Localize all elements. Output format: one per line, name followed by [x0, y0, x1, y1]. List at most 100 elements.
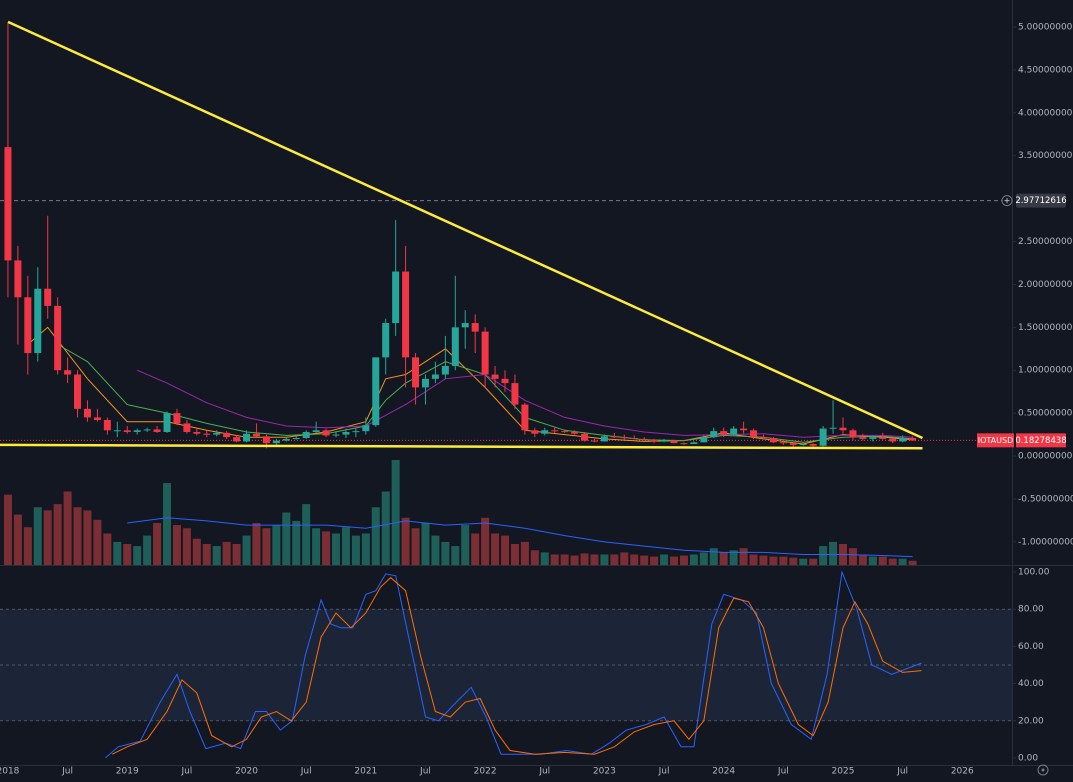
candle-body — [511, 383, 519, 405]
candle-body — [501, 378, 509, 384]
price-label: 2.97712616 — [1015, 196, 1066, 206]
volume-bar — [212, 546, 221, 565]
volume-bar — [739, 548, 748, 565]
candle-body — [103, 419, 111, 431]
candle-body — [809, 444, 817, 446]
y-tick-label: 3.50000000 — [1018, 151, 1073, 161]
price-label: 0.18278438 — [1015, 436, 1066, 446]
candle-body — [93, 417, 101, 420]
settings-icon[interactable] — [1037, 764, 1049, 776]
candle-body — [700, 437, 708, 443]
candle-body — [54, 305, 62, 371]
volume-bar — [282, 512, 291, 565]
volume-bar — [600, 554, 609, 565]
volume-bar — [749, 554, 758, 565]
volume-bar — [679, 555, 688, 565]
x-tick-label: 2024 — [712, 767, 735, 777]
candle-body — [153, 429, 161, 433]
volume-bar — [510, 544, 519, 565]
volume-bar — [33, 507, 42, 565]
y-tick-label: 40.00 — [1018, 679, 1044, 689]
volume-bar — [272, 525, 281, 565]
candle-body — [481, 331, 489, 375]
candle-body — [889, 438, 897, 442]
volume-bar — [451, 546, 460, 565]
volume-bar — [799, 558, 808, 565]
y-tick-label: 20.00 — [1018, 716, 1044, 726]
volume-bar — [640, 555, 649, 565]
volume-bar — [322, 531, 331, 565]
volume-bar — [53, 504, 62, 565]
y-tick-label: 0.00000000 — [1018, 452, 1073, 462]
volume-bar — [461, 525, 470, 565]
x-tick-label: Jul — [658, 767, 670, 777]
x-tick-label: 2018 — [0, 767, 20, 777]
y-tick-label: 2.50000000 — [1018, 237, 1073, 247]
candle-body — [849, 430, 857, 438]
candle-body — [233, 437, 241, 442]
volume-bar — [63, 491, 72, 565]
candle-body — [899, 438, 907, 442]
candle-body — [630, 438, 638, 440]
volume-bar — [93, 519, 102, 565]
candle-body — [362, 425, 370, 432]
volume-bar — [530, 550, 539, 565]
volume-bar — [630, 554, 639, 565]
volume-bar — [759, 555, 768, 565]
volume-bar — [361, 533, 370, 565]
candle-body — [491, 374, 499, 379]
volume-bar — [729, 550, 738, 565]
moving-average — [137, 369, 913, 438]
volume-bar — [391, 460, 400, 565]
volume-bar — [103, 533, 112, 565]
candle-body — [402, 271, 410, 358]
volume-bar — [650, 556, 659, 565]
candle-body — [332, 434, 340, 436]
volume-bar — [252, 523, 261, 565]
volume-bar — [689, 554, 698, 565]
volume-bar — [411, 528, 420, 565]
volume-bar — [441, 541, 450, 565]
y-tick-label: 80.00 — [1018, 605, 1044, 615]
candle-body — [561, 431, 569, 433]
candle-body — [4, 147, 12, 261]
candle-body — [590, 440, 598, 442]
candle-body — [461, 323, 469, 328]
volume-bar — [421, 523, 430, 565]
candle-body — [730, 428, 738, 435]
candle-body — [302, 432, 310, 439]
volume-bar — [580, 553, 589, 565]
volume-bar — [312, 528, 321, 565]
volume-bar — [242, 535, 251, 565]
candle-body — [610, 436, 618, 438]
volume-bar — [332, 533, 341, 565]
x-tick-label: 2026 — [951, 767, 974, 777]
y-tick-label: 1.50000000 — [1018, 323, 1073, 333]
y-tick-label: 0.00 — [1018, 753, 1038, 763]
price-badge — [1016, 433, 1066, 448]
candle-body — [441, 365, 449, 375]
volume-bar — [769, 556, 778, 565]
candle-body — [262, 436, 270, 444]
volume-bar — [471, 533, 480, 565]
candle-body — [372, 357, 380, 426]
candle-body — [412, 357, 420, 388]
candle-body — [213, 432, 221, 435]
candle-body — [720, 431, 728, 435]
candle-body — [193, 432, 201, 434]
candle-body — [292, 438, 300, 440]
x-tick-label: 2019 — [116, 767, 139, 777]
volume-bar — [123, 544, 132, 565]
volume-bar — [719, 552, 728, 565]
x-tick-label: 2025 — [832, 767, 855, 777]
volume-bar — [829, 541, 838, 565]
volume-bar — [610, 554, 619, 565]
candle-body — [640, 438, 648, 440]
candle-body — [670, 440, 678, 444]
candle-body — [421, 378, 429, 388]
volume-bar — [908, 560, 917, 565]
volume-bar — [620, 552, 629, 565]
volume-bar — [431, 535, 440, 565]
candle-body — [600, 436, 608, 442]
